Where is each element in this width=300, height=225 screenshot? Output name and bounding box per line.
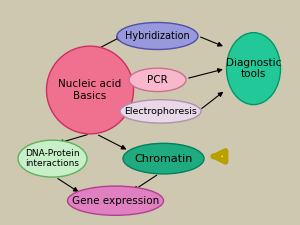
Text: Nucleic acid
Basics: Nucleic acid Basics [58,79,122,101]
Ellipse shape [123,143,204,174]
Ellipse shape [129,68,186,92]
Ellipse shape [226,33,280,105]
Text: PCR: PCR [147,75,168,85]
Text: DNA-Protein
interactions: DNA-Protein interactions [25,149,80,168]
Ellipse shape [46,46,134,134]
Ellipse shape [117,22,198,50]
Ellipse shape [120,100,201,123]
Ellipse shape [68,186,164,215]
Text: Hybridization: Hybridization [125,31,190,41]
Ellipse shape [18,140,87,177]
Text: Electrophoresis: Electrophoresis [124,107,197,116]
Text: Chromatin: Chromatin [134,154,193,164]
Text: Diagnostic
tools: Diagnostic tools [226,58,281,79]
Text: Gene expression: Gene expression [72,196,159,206]
